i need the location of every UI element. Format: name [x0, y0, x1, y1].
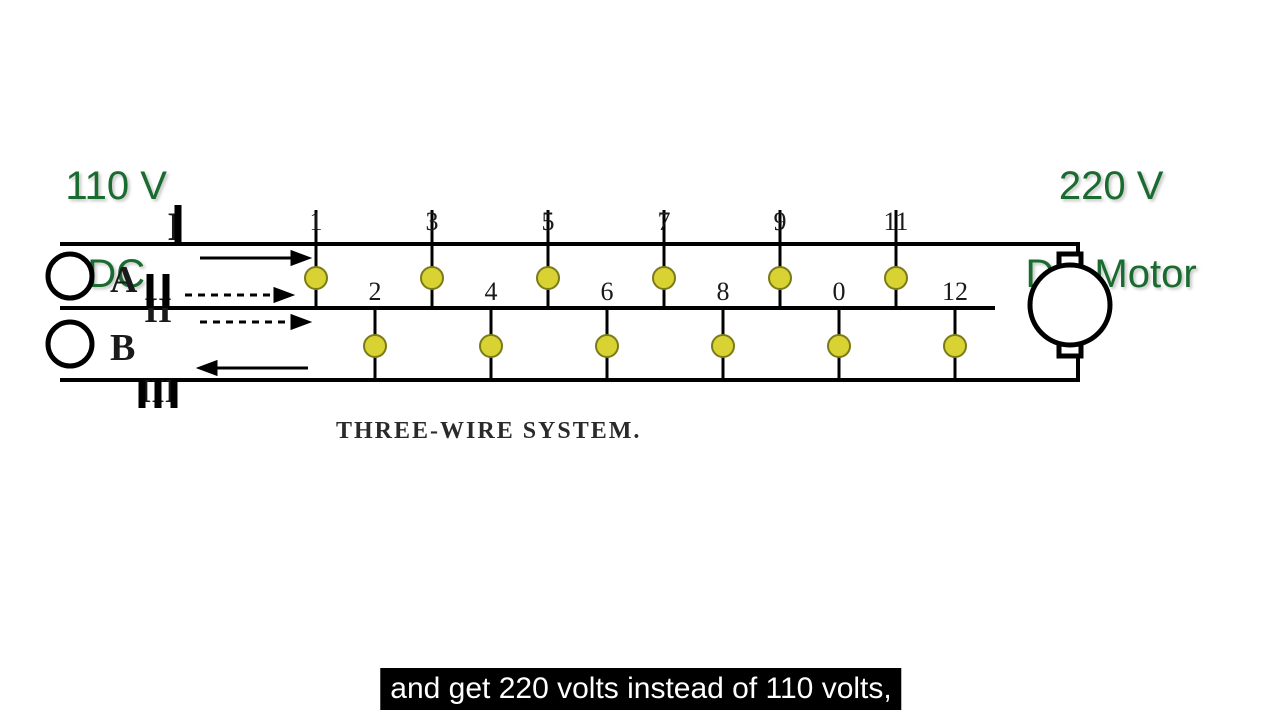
load-num-7: 7: [658, 207, 671, 236]
generator-B-label: B: [110, 327, 135, 369]
arrow-top: [200, 252, 308, 264]
arrow-mid-2: [200, 316, 308, 328]
three-wire-diagram: I II III A B 1 3 5: [0, 0, 1282, 721]
load-num-3: 3: [426, 207, 439, 236]
generator-B-icon: [48, 322, 92, 366]
arrow-mid-1: [185, 289, 291, 301]
mid-num-2: 2: [369, 277, 382, 306]
mid-num-4: 4: [485, 277, 498, 306]
subtitle-caption: and get 220 volts instead of 110 volts,: [380, 668, 901, 710]
loads-bottom: [364, 308, 966, 380]
load-num-1: 1: [310, 207, 323, 236]
mid-num-12: 12: [942, 277, 968, 306]
generator-A-label: A: [110, 259, 138, 301]
load-num-9: 9: [774, 207, 787, 236]
mid-num-0: 0: [833, 277, 846, 306]
arrow-bottom: [200, 362, 308, 374]
generator-A-icon: [48, 254, 92, 298]
diagram-caption: THREE-WIRE SYSTEM.: [336, 418, 641, 445]
mid-num-6: 6: [601, 277, 614, 306]
load-num-5: 5: [542, 207, 555, 236]
dc-motor-icon: [1030, 244, 1110, 380]
mid-num-8: 8: [717, 277, 730, 306]
load-num-11: 11: [883, 207, 908, 236]
